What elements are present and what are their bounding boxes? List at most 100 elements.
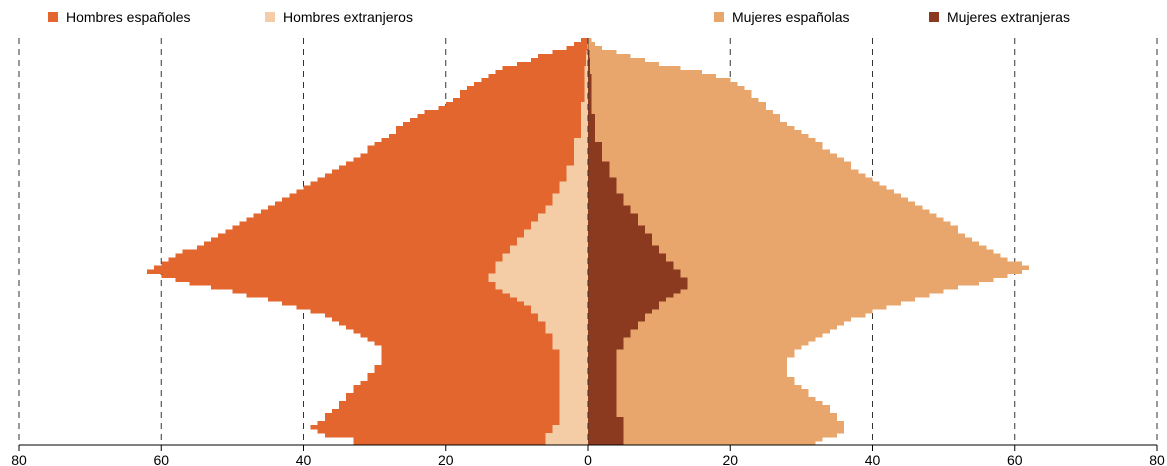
bar-left-native (445, 101, 588, 107)
bar-left-foreign (566, 169, 588, 175)
legend-label: Mujeres extranjeras (947, 9, 1070, 25)
bar-left-foreign (559, 401, 588, 406)
bar-right-native (588, 73, 717, 79)
bar-left-foreign (495, 281, 588, 286)
bar-right-foreign (588, 137, 596, 143)
bar-left-native (324, 173, 588, 179)
bar-left-native (317, 177, 588, 182)
bar-right-foreign (588, 41, 589, 47)
bar-right-foreign (588, 433, 624, 438)
legend-swatch (929, 12, 939, 22)
bar-right-foreign (588, 225, 645, 230)
legend: Hombres españoles Hombres extranjeros Muje… (48, 9, 1070, 25)
bar-left-native (374, 141, 589, 147)
bar-right-native (588, 433, 837, 438)
bar-left-native (367, 145, 588, 151)
bar-right-native (588, 49, 617, 55)
bar-left-native (175, 277, 589, 282)
bar-right-native (588, 401, 823, 406)
bar-right-foreign (588, 157, 603, 163)
bar-right-foreign (588, 65, 591, 71)
bar-right-foreign (588, 205, 631, 210)
bar-right-foreign (588, 437, 624, 442)
bar-right-native (588, 305, 887, 310)
bar-right-foreign (588, 373, 617, 378)
bar-left-native (353, 157, 588, 163)
bar-right-foreign (588, 253, 667, 258)
bar-left-native (374, 365, 589, 370)
bar-right-foreign (588, 301, 660, 306)
bar-left-foreign (559, 397, 588, 402)
bar-right-foreign (588, 49, 590, 55)
bar-right-foreign (588, 161, 610, 167)
bar-right-native (588, 157, 845, 163)
x-tick-label: 40 (296, 452, 312, 466)
bar-right-foreign (588, 269, 681, 274)
bar-right-native (588, 105, 766, 111)
bar-left-foreign (559, 369, 588, 374)
bar-right-native (588, 297, 916, 302)
bar-left-foreign (585, 53, 588, 59)
bar-left-foreign (552, 333, 588, 338)
bar-left-foreign (523, 229, 588, 234)
bar-left-native (225, 229, 588, 234)
bar-left-foreign (538, 213, 588, 218)
bar-left-foreign (584, 69, 588, 75)
bar-right-foreign (588, 113, 596, 119)
bar-right-foreign (588, 389, 617, 394)
bar-left-native (346, 393, 588, 398)
bar-left-native (367, 337, 588, 342)
bar-left-foreign (495, 261, 588, 266)
bar-right-foreign (588, 361, 617, 366)
bar-left-foreign (545, 437, 588, 442)
bar-left-native (246, 217, 588, 222)
bar-left-native (339, 165, 588, 171)
bar-left-foreign (531, 305, 588, 310)
bar-left-native (154, 265, 588, 270)
bar-right-foreign (588, 377, 617, 382)
bar-right-native (588, 361, 788, 366)
bar-left-native (381, 361, 588, 366)
bar-right-native (588, 149, 830, 155)
bar-left-foreign (502, 257, 588, 262)
bar-right-foreign (588, 181, 617, 186)
bar-left-native (531, 57, 588, 63)
bar-left-native (566, 45, 588, 51)
bar-left-foreign (573, 161, 588, 167)
x-tick-label: 40 (865, 452, 881, 466)
bar-right-foreign (588, 153, 603, 159)
bar-right-foreign (588, 289, 681, 294)
bar-left-foreign (580, 113, 588, 119)
bar-left-foreign (531, 309, 588, 314)
bar-left-native (502, 65, 588, 71)
bar-left-native (232, 225, 589, 230)
bar-right-foreign (588, 213, 638, 218)
bar-right-foreign (588, 429, 624, 434)
bar-right-foreign (588, 349, 617, 354)
bar-right-foreign (588, 441, 624, 446)
bar-left-native (339, 401, 588, 406)
bar-left-native (182, 249, 588, 254)
bar-right-native (588, 209, 930, 214)
bar-left-foreign (584, 89, 588, 95)
bar-left-native (211, 237, 589, 242)
bar-right-native (588, 429, 845, 434)
bar-right-native (588, 117, 781, 123)
bar-right-foreign (588, 133, 596, 139)
bar-right-native (588, 397, 816, 402)
bar-right-native (588, 81, 738, 87)
bar-left-native (282, 197, 588, 202)
bar-left-native (211, 285, 589, 290)
bar-left-foreign (559, 361, 588, 366)
bar-right-native (588, 213, 937, 218)
bar-left-foreign (559, 405, 588, 410)
bar-right-native (588, 145, 823, 151)
bar-right-foreign (588, 321, 638, 326)
bar-left-native (552, 49, 588, 55)
bar-right-foreign (588, 345, 624, 350)
bar-left-native (481, 77, 588, 83)
x-tick-label: 20 (438, 452, 454, 466)
bar-left-native (282, 301, 588, 306)
bar-right-native (588, 325, 837, 330)
bar-right-native (588, 121, 788, 127)
